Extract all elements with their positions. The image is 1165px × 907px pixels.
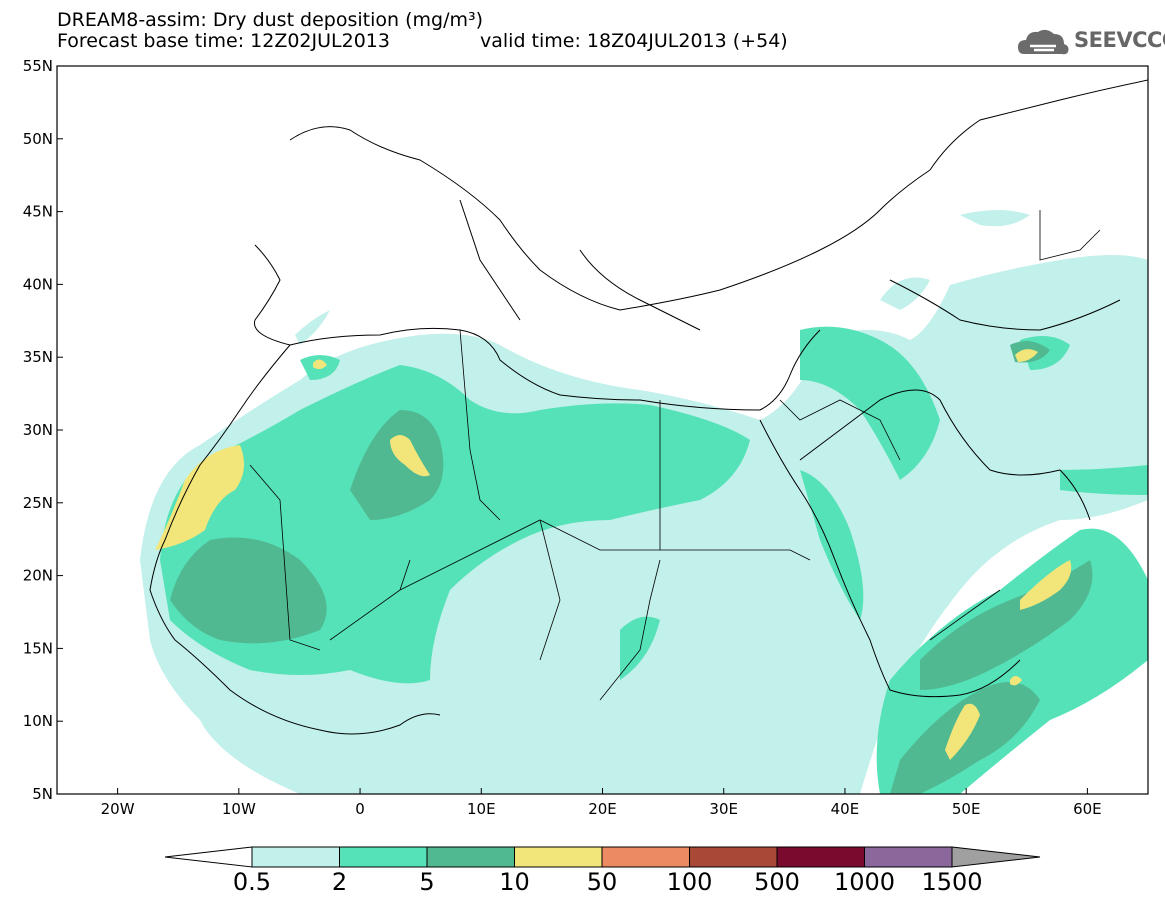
colorbar-swatch <box>776 846 865 868</box>
lon-label: 40E <box>831 800 860 818</box>
lat-label: 55N <box>23 57 53 75</box>
lat-label: 20N <box>23 567 53 585</box>
colorbar-swatch <box>864 846 953 868</box>
logo-text: SEEVCCC <box>1074 28 1165 52</box>
lon-label: 30E <box>709 800 738 818</box>
lon-label: 50E <box>952 800 981 818</box>
colorbar-swatch <box>426 846 515 868</box>
lat-label: 25N <box>23 494 53 512</box>
valid-time: valid time: 18Z04JUL2013 (+54) <box>480 30 788 52</box>
colorbar-label: 1500 <box>921 868 982 896</box>
colorbar-swatch <box>514 846 603 868</box>
lat-label: 45N <box>23 203 53 221</box>
lon-label: 10E <box>467 800 496 818</box>
colorbar-label: 2 <box>332 868 347 896</box>
lat-label: 35N <box>23 348 53 366</box>
colorbar-under-triangle <box>164 846 253 868</box>
colorbar-label: 1000 <box>834 868 895 896</box>
map-title: DREAM8-assim: Dry dust deposition (mg/m³… <box>57 9 484 31</box>
colorbar-over-triangle <box>951 846 1041 868</box>
longitude-axis: 20W 10W 0 10E 20E 30E 40E 50E 60E <box>101 788 1102 818</box>
country-borders <box>249 210 1101 701</box>
colorbar-swatch <box>689 846 778 868</box>
cloud-logo-icon <box>1018 29 1069 55</box>
latitude-axis: 55N 50N 45N 40N 35N 30N 25N 20N 15N 10N 5N <box>23 57 63 803</box>
lon-label: 20W <box>101 800 135 818</box>
lat-label: 15N <box>23 639 53 657</box>
map-area <box>140 79 1148 794</box>
colorbar-label: 500 <box>754 868 800 896</box>
colorbar-label: 5 <box>419 868 434 896</box>
colorbar-swatch <box>339 846 428 868</box>
dust-level-10 <box>155 349 1072 760</box>
lon-label: 20E <box>588 800 617 818</box>
colorbar-swatch <box>601 846 690 868</box>
colorbar-label: 100 <box>667 868 713 896</box>
lon-label: 60E <box>1073 800 1102 818</box>
lon-label: 0 <box>355 800 365 818</box>
lat-label: 10N <box>23 712 53 730</box>
lat-label: 40N <box>23 275 53 293</box>
lat-label: 30N <box>23 421 53 439</box>
lat-label: 5N <box>32 785 53 803</box>
colorbar-label: 0.5 <box>233 868 271 896</box>
colorbar-swatch <box>251 846 340 868</box>
coastlines <box>149 79 1148 735</box>
colorbar: 0.5 2 5 10 50 100 500 1000 1500 <box>164 846 1041 896</box>
colorbar-label: 10 <box>499 868 530 896</box>
forecast-base-time: Forecast base time: 12Z02JUL2013 <box>57 30 390 52</box>
colorbar-label: 50 <box>587 868 618 896</box>
lat-label: 50N <box>23 130 53 148</box>
lon-label: 10W <box>222 800 256 818</box>
